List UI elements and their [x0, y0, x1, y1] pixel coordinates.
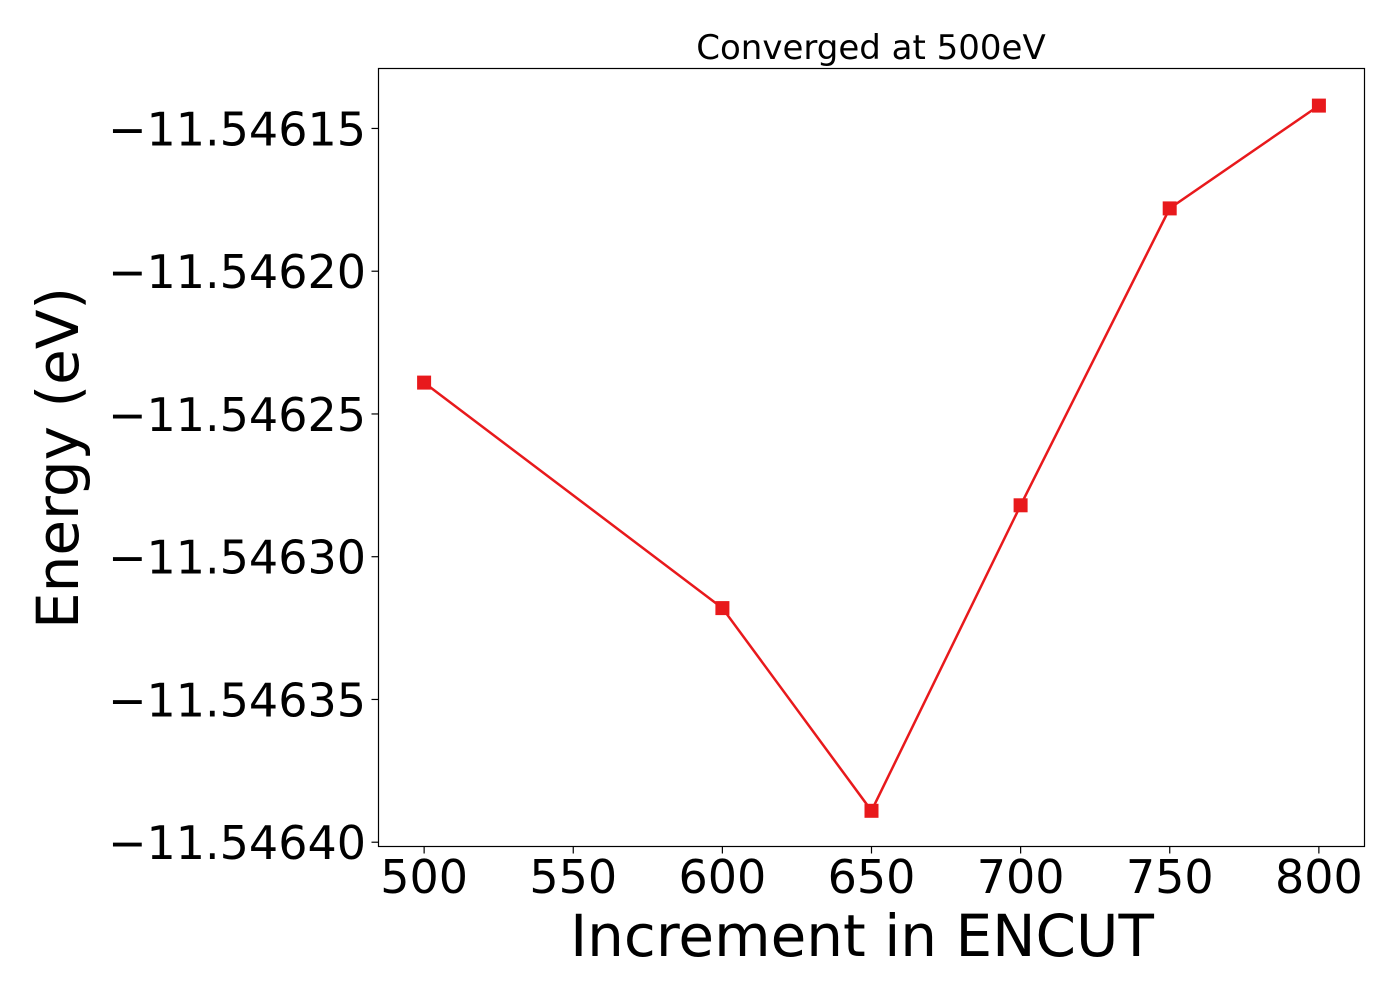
y-tick-label: −11.54635 — [108, 673, 366, 727]
x-tick-label: 700 — [977, 850, 1065, 904]
x-axis-ticks: 500 550 600 650 700 750 800 — [380, 846, 1363, 904]
y-axis-ticks: −11.54615 −11.54620 −11.54625 −11.54630 −11.… — [108, 102, 379, 870]
data-point-marker — [417, 375, 432, 390]
x-tick-label: 550 — [529, 850, 617, 904]
y-tick-label: −11.54625 — [108, 388, 366, 442]
y-tick-label: −11.54615 — [108, 102, 366, 156]
y-tick-label: −11.54630 — [108, 531, 366, 585]
x-tick-label: 750 — [1126, 850, 1214, 904]
x-tick-label: 500 — [380, 850, 468, 904]
y-tick-label: −11.54620 — [108, 245, 366, 299]
data-point-marker — [864, 803, 879, 818]
chart-title: Converged at 500eV — [696, 28, 1045, 68]
y-axis-label: Energy (eV) — [24, 287, 92, 629]
x-tick-label: 600 — [678, 850, 766, 904]
y-tick-label: −11.54640 — [108, 816, 366, 870]
data-point-marker — [1162, 201, 1177, 216]
series-line — [423, 104, 1320, 814]
data-point-marker — [715, 601, 730, 616]
plot-content — [417, 98, 1326, 818]
data-point-marker — [1311, 98, 1326, 113]
x-tick-label: 800 — [1275, 850, 1363, 904]
x-tick-label: 650 — [828, 850, 916, 904]
x-axis-label: Increment in ENCUT — [570, 902, 1154, 970]
data-point-marker — [1013, 498, 1028, 513]
